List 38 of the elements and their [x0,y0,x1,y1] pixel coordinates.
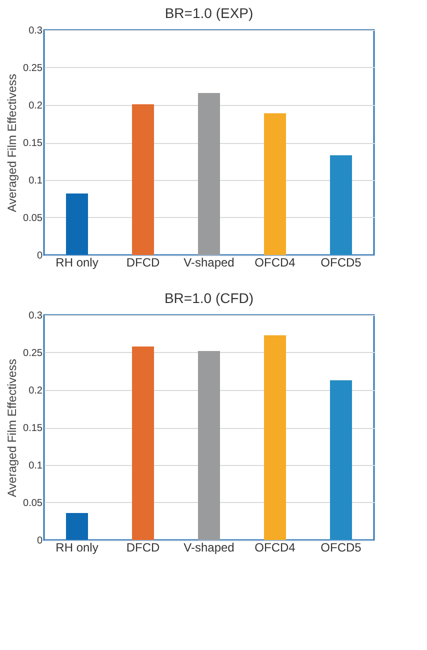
x-tick-label: OFCD5 [320,256,362,270]
chart-title: BR=1.0 (CFD) [164,290,254,306]
x-tick-label: V-shaped [184,540,234,554]
y-axis-title: Averaged Film Effectivess [5,74,20,212]
y-tick-label: 0.05 [23,213,43,224]
bar [66,513,88,540]
y-tick-label: 0.1 [28,460,43,472]
y-tick-label: 0.15 [23,138,43,149]
bar [66,194,88,255]
chart-title: BR=1.0 (EXP) [164,5,254,21]
y-tick-label: 0.3 [28,26,43,36]
y-tick-label: 0.25 [23,348,43,359]
x-tick-label: DFCD [126,540,160,554]
y-tick-label: 0.05 [23,498,43,509]
x-tick-label: OFCD5 [320,540,362,554]
y-tick-label: 0.15 [23,423,43,434]
y-axis-title: Averaged Film Effectivess [5,358,20,498]
bar [330,155,352,255]
y-tick-label: 0.1 [28,176,43,186]
y-tick-label: 0.3 [28,310,43,322]
bar [132,346,154,540]
bar [198,93,220,255]
x-tick-label: OFCD4 [254,256,296,270]
x-tick-label: OFCD4 [254,540,296,554]
bar [132,104,154,255]
x-tick-label: V-shaped [184,256,234,270]
x-tick-label: RH only [56,256,98,270]
y-tick-label: 0.25 [23,63,43,74]
bar [264,335,286,540]
y-tick-label: 0.2 [28,100,43,112]
y-tick-label: 0 [36,536,43,546]
bar [264,113,286,255]
x-tick-label: RH only [56,540,98,554]
x-tick-label: DFCD [126,256,160,270]
y-tick-label: 0.2 [28,386,43,396]
bar [198,351,220,540]
y-tick-label: 0 [36,250,43,262]
bar [330,380,352,540]
